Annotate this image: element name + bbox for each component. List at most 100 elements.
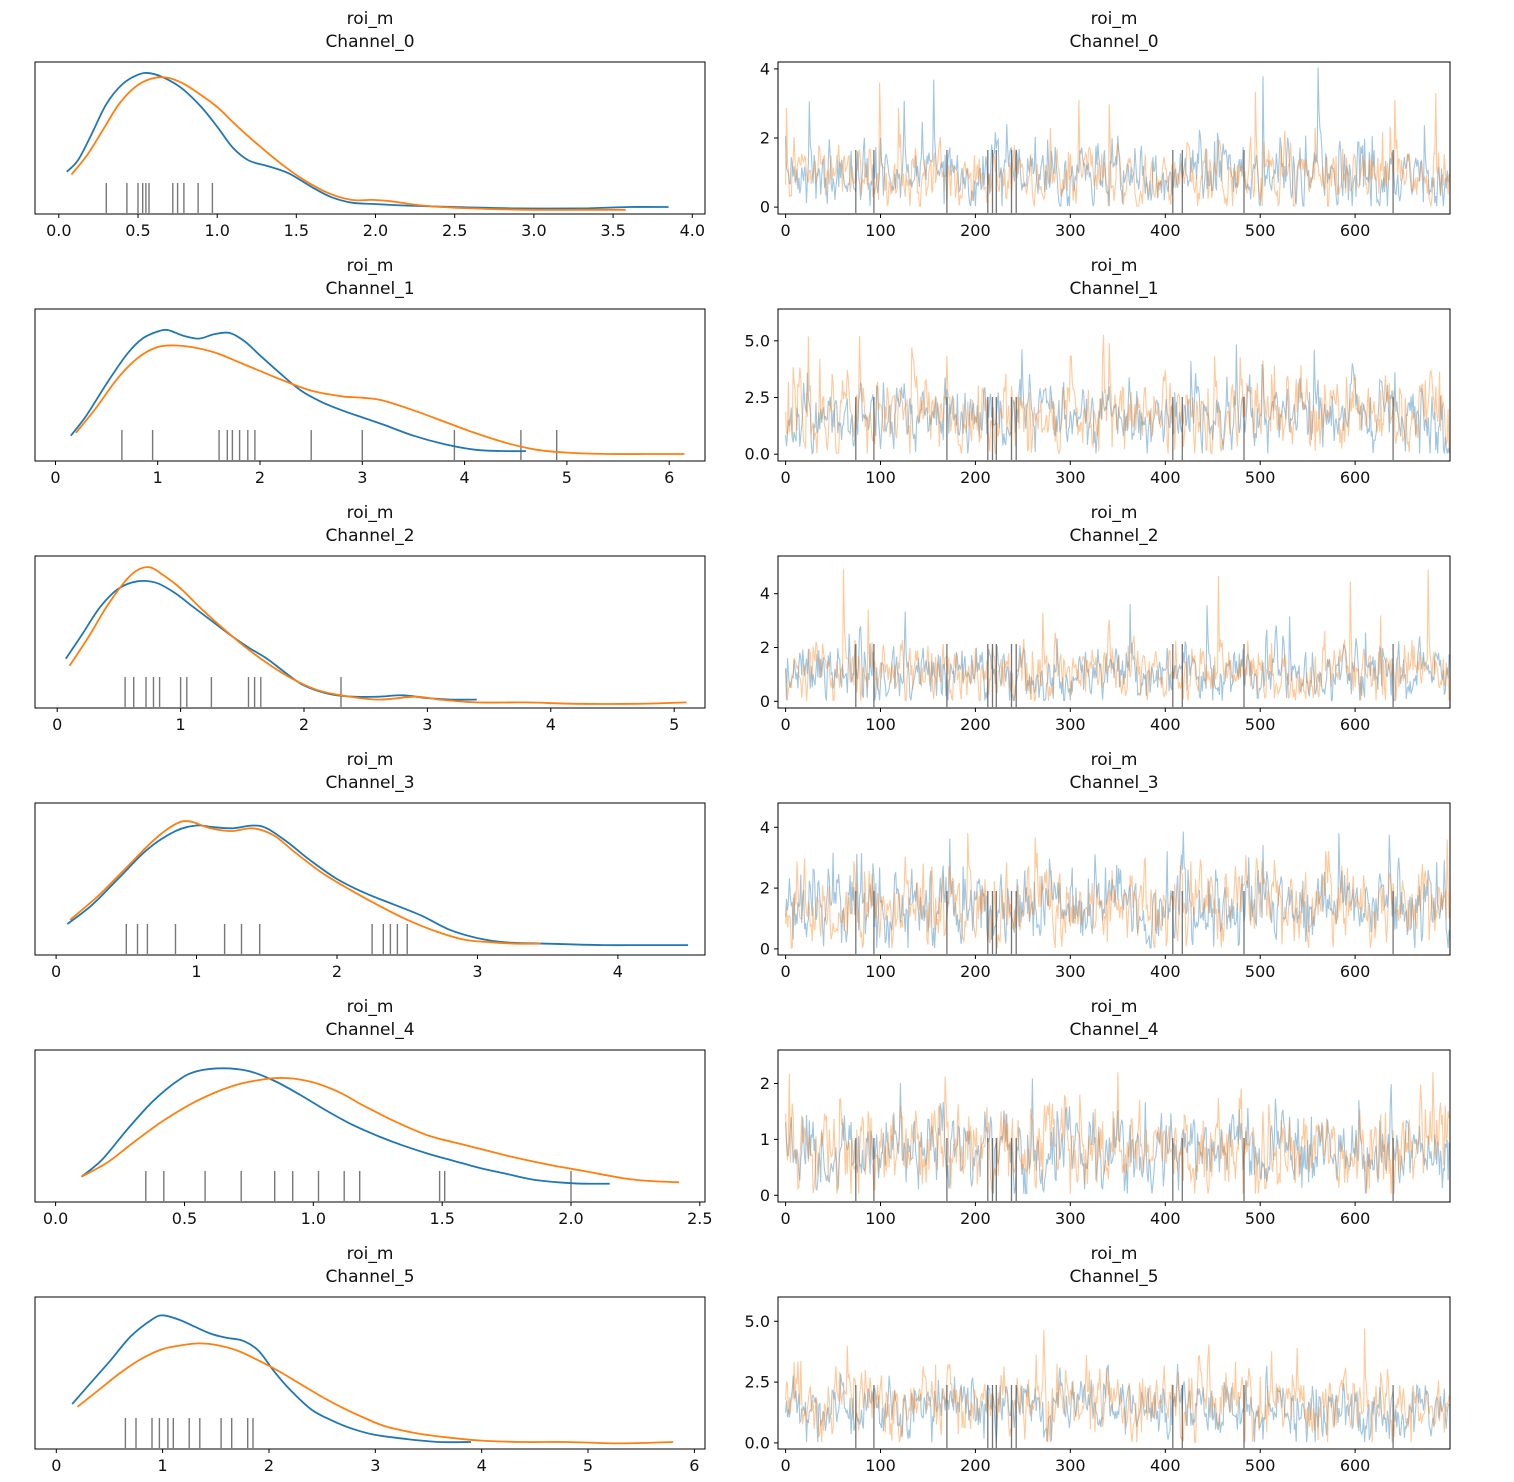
x-tick-label: 6: [664, 468, 674, 487]
trace-blue: [785, 1078, 1450, 1195]
axes-box: [34, 555, 706, 709]
plot-subtitle: Channel_1: [325, 279, 415, 299]
x-tick-label: 100: [865, 1456, 896, 1475]
plot-title: roi_m: [1090, 9, 1138, 29]
kde-curve-blue: [80, 1067, 610, 1185]
x-tick-label: 200: [960, 221, 991, 240]
x-tick-label: 500: [1245, 962, 1276, 981]
subplot-timeseries-channel-2: roi_m Channel_2 0 100 200 300 400 500 600 0 2 4: [720, 494, 1514, 741]
timeseries-axes-channel-2: 0 100 200 300 400 500 600 0 2 4: [760, 555, 1451, 734]
plot-subtitle: Channel_1: [1069, 279, 1159, 299]
plot-data-layer: [66, 72, 669, 213]
subplot-kde-channel-0: roi_m Channel_0 0.0 0.5 1.0 1.5 2.0 2.5 3.0 3.5…: [0, 0, 720, 247]
timeseries-axes-channel-3: 0 100 200 300 400 500 600 0 2 4: [760, 802, 1451, 981]
x-tick-label: 2.0: [363, 221, 388, 240]
x-tick-label: 0: [51, 1456, 61, 1475]
x-tick-label: 2.5: [442, 221, 467, 240]
x-tick-label: 0: [781, 468, 791, 487]
axes-box: [777, 1049, 1451, 1203]
plot-subtitle: Channel_4: [325, 1020, 415, 1040]
plot-subtitle: Channel_5: [1069, 1267, 1159, 1287]
x-tick-label: 1.0: [204, 221, 229, 240]
plot-subtitle: Channel_0: [1069, 32, 1159, 52]
x-tick-label: 0: [781, 221, 791, 240]
trace-orange: [785, 1328, 1450, 1443]
x-tick-label: 100: [865, 962, 896, 981]
x-tick-label: 3: [357, 468, 367, 487]
plot-subtitle: Channel_3: [325, 773, 415, 793]
x-tick-label: 500: [1245, 1456, 1276, 1475]
x-tick-label: 0: [781, 715, 791, 734]
plot-data-layer: [71, 1314, 674, 1448]
x-tick-label: 6: [689, 1456, 699, 1475]
x-tick-label: 1: [176, 715, 186, 734]
axes-box: [34, 61, 706, 215]
y-tick-label: 4: [760, 818, 770, 837]
x-tick-label: 600: [1340, 468, 1371, 487]
plot-title: roi_m: [1090, 750, 1138, 770]
plot-data-layer: [65, 566, 687, 707]
plot-title: roi_m: [1090, 256, 1138, 276]
subplot-timeseries-channel-5: roi_m Channel_5 0 100 200 300 400 500 600 0.0 2.…: [720, 1235, 1514, 1482]
y-tick-label: 4: [760, 59, 770, 78]
x-tick-label: 200: [960, 468, 991, 487]
y-tick-label: 4: [760, 584, 770, 603]
x-tick-label: 100: [865, 468, 896, 487]
y-tick-label: 0: [760, 939, 770, 958]
kde-curve-orange: [76, 1342, 674, 1445]
x-tick-label: 0.0: [43, 1209, 68, 1228]
kde-curve-orange: [69, 820, 541, 945]
kde-curve-orange: [75, 344, 685, 455]
x-tick-label: 3: [472, 962, 482, 981]
x-tick-label: 3: [422, 715, 432, 734]
axes-box: [777, 1296, 1451, 1450]
plot-title: roi_m: [346, 750, 394, 770]
trace-blue: [785, 1363, 1450, 1443]
x-tick-label: 300: [1055, 1209, 1086, 1228]
plot-data-layer: [785, 831, 1450, 954]
x-tick-label: 0.5: [125, 221, 150, 240]
y-tick-label: 2: [760, 638, 770, 657]
x-tick-label: 100: [865, 715, 896, 734]
plot-data-layer: [80, 1067, 680, 1201]
plot-data-layer: [785, 569, 1450, 707]
x-tick-label: 1.5: [429, 1209, 454, 1228]
y-tick-label: 2: [760, 1074, 770, 1093]
plot-subtitle: Channel_5: [325, 1267, 415, 1287]
x-tick-label: 300: [1055, 221, 1086, 240]
x-tick-label: 2: [264, 1456, 274, 1475]
kde-curve-orange: [80, 1077, 680, 1184]
x-tick-label: 5: [583, 1456, 593, 1475]
kde-axes-channel-2: 0 1 2 3 4 5: [34, 555, 706, 734]
y-tick-label: 0.0: [745, 1433, 770, 1452]
x-tick-label: 2: [299, 715, 309, 734]
plot-data-layer: [785, 67, 1450, 213]
x-tick-label: 0: [781, 1209, 791, 1228]
kde-curve-blue: [65, 579, 477, 701]
x-tick-label: 4: [460, 468, 470, 487]
axes-box: [777, 555, 1451, 709]
y-tick-label: 0.0: [745, 445, 770, 464]
x-tick-label: 3: [370, 1456, 380, 1475]
x-tick-label: 400: [1150, 1456, 1181, 1475]
plot-title: roi_m: [346, 9, 394, 29]
plot-subtitle: Channel_4: [1069, 1020, 1159, 1040]
x-tick-label: 0: [52, 715, 62, 734]
x-tick-label: 600: [1340, 962, 1371, 981]
timeseries-axes-channel-4: 0 100 200 300 400 500 600 0 1 2: [760, 1049, 1451, 1228]
trace-blue: [785, 831, 1450, 949]
kde-curve-blue: [66, 72, 669, 210]
x-tick-label: 300: [1055, 715, 1086, 734]
x-tick-label: 100: [865, 1209, 896, 1228]
x-tick-label: 600: [1340, 221, 1371, 240]
x-tick-label: 1.5: [284, 221, 309, 240]
x-tick-label: 4.0: [680, 221, 705, 240]
x-tick-label: 100: [865, 221, 896, 240]
x-tick-label: 0: [781, 1456, 791, 1475]
kde-axes-channel-3: 0 1 2 3 4: [34, 802, 706, 981]
x-tick-label: 1.0: [301, 1209, 326, 1228]
y-tick-label: 0: [760, 198, 770, 217]
timeseries-axes-channel-5: 0 100 200 300 400 500 600 0.0 2.5 5.0: [745, 1296, 1451, 1475]
kde-curve-blue: [70, 328, 527, 453]
